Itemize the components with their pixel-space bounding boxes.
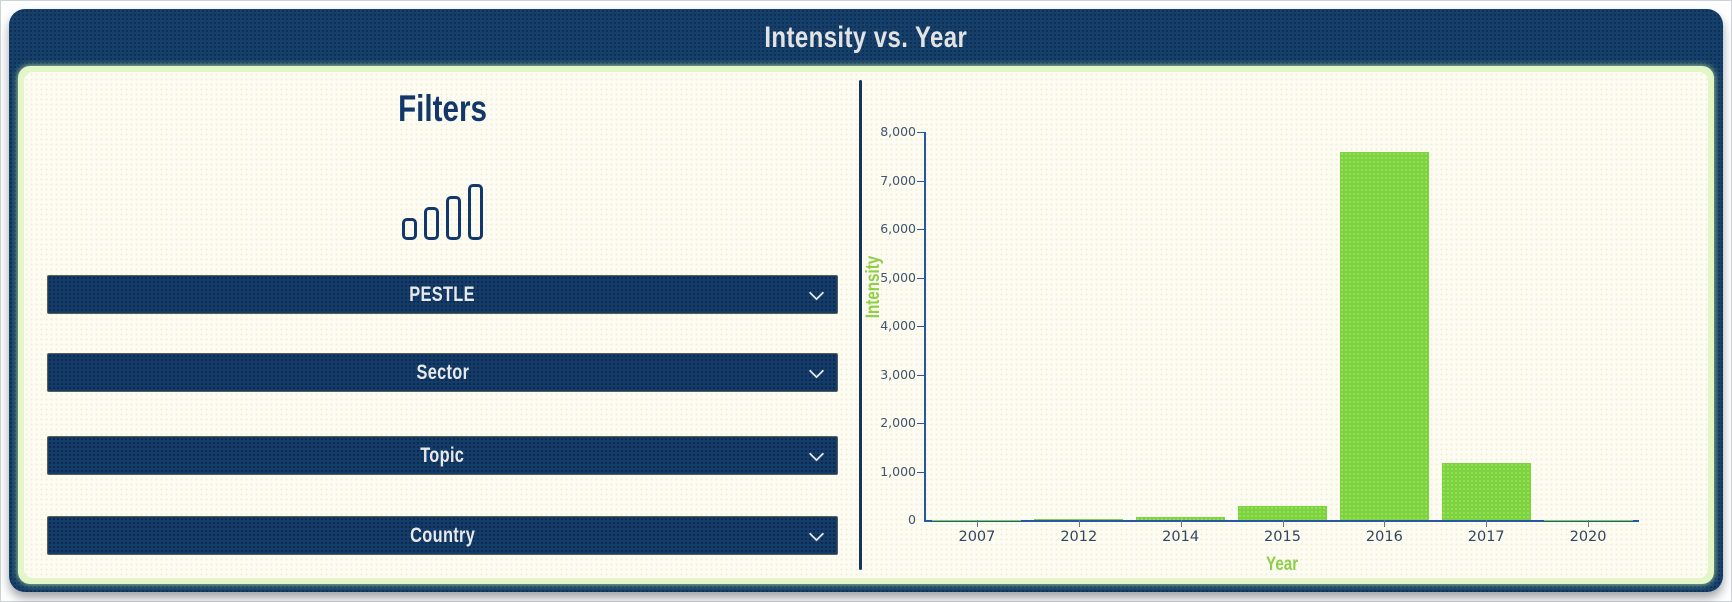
x-tick-mark bbox=[976, 520, 978, 527]
card-header: Intensity vs. Year bbox=[9, 9, 1723, 66]
y-tick-mark bbox=[917, 374, 924, 376]
bar-2016[interactable] bbox=[1339, 151, 1429, 520]
filter-dropdown-country[interactable]: Country bbox=[47, 516, 838, 555]
x-tick-label: 2014 bbox=[1162, 529, 1200, 545]
x-tick-label: 2017 bbox=[1467, 529, 1505, 545]
y-tick-mark bbox=[917, 471, 924, 473]
chart-plot: Intensity Year 0 1,000 2,000 3,000 4,000 5,00… bbox=[863, 124, 1639, 575]
dashboard-card: Intensity vs. Year Filters PESTLE bbox=[9, 9, 1723, 592]
y-tick-mark bbox=[917, 423, 924, 424]
x-tick-label: 2007 bbox=[958, 529, 996, 545]
bar-2017[interactable] bbox=[1441, 463, 1531, 520]
content-panel: Filters PESTLE Sector Topic bbox=[24, 72, 1708, 578]
page-title: Intensity vs. Year bbox=[764, 20, 968, 54]
filter-dropdown-topic-label: Topic bbox=[420, 443, 465, 467]
x-tick-mark bbox=[1282, 520, 1284, 527]
x-tick-mark bbox=[1486, 520, 1488, 527]
x-tick-mark bbox=[1078, 520, 1080, 527]
filters-heading-label: Filters bbox=[398, 88, 487, 129]
filter-dropdown-topic[interactable]: Topic bbox=[47, 436, 838, 475]
y-tick-label: 4,000 bbox=[880, 318, 916, 333]
y-tick-label: 5,000 bbox=[880, 269, 916, 285]
bar-chart-icon bbox=[47, 182, 838, 240]
x-tick-label: 2016 bbox=[1365, 529, 1403, 545]
icon-bar-3 bbox=[446, 196, 461, 240]
chevron-down-icon bbox=[808, 445, 825, 462]
x-tick-label: 2012 bbox=[1060, 529, 1098, 545]
chevron-down-icon bbox=[808, 284, 825, 301]
chevron-down-icon bbox=[808, 362, 825, 379]
bar-2015[interactable] bbox=[1238, 505, 1327, 520]
filter-dropdown-pestle-label: PESTLE bbox=[409, 282, 476, 306]
y-tick-mark bbox=[917, 277, 924, 279]
x-axis-title: Year bbox=[926, 554, 1639, 576]
x-tick-label: 2015 bbox=[1264, 529, 1301, 545]
x-tick-mark bbox=[1384, 520, 1386, 527]
filter-dropdown-pestle[interactable]: PESTLE bbox=[47, 275, 838, 314]
panel-divider bbox=[859, 80, 862, 570]
icon-bar-4 bbox=[468, 184, 483, 240]
x-tick-label: 2020 bbox=[1569, 529, 1607, 545]
x-tick-mark bbox=[1588, 520, 1590, 527]
chevron-down-icon bbox=[808, 525, 825, 542]
icon-bar-1 bbox=[402, 218, 417, 240]
y-tick-label: 7,000 bbox=[880, 172, 916, 188]
y-tick-mark bbox=[917, 132, 924, 133]
y-tick-label: 2,000 bbox=[880, 415, 916, 430]
icon-bar-2 bbox=[424, 207, 439, 240]
content-border: Filters PESTLE Sector Topic bbox=[18, 66, 1714, 584]
filters-panel: Filters PESTLE Sector Topic bbox=[47, 72, 838, 574]
x-tick-mark bbox=[1180, 520, 1182, 527]
filter-dropdown-sector-label: Sector bbox=[416, 360, 469, 384]
y-tick-label: 6,000 bbox=[880, 221, 916, 236]
y-axis-title: Intensity bbox=[863, 255, 884, 319]
y-tick-mark bbox=[917, 326, 924, 327]
filter-dropdown-country-label: Country bbox=[410, 523, 475, 547]
y-tick-mark bbox=[917, 229, 924, 230]
y-tick-label: 1,000 bbox=[880, 463, 916, 479]
filter-dropdown-sector[interactable]: Sector bbox=[47, 353, 838, 392]
y-tick-label: 8,000 bbox=[880, 124, 916, 139]
bar-2014[interactable] bbox=[1136, 517, 1226, 520]
x-axis-title-label: Year bbox=[1266, 554, 1299, 575]
y-tick-label: 0 bbox=[908, 512, 916, 527]
y-tick-mark bbox=[917, 180, 924, 182]
filters-heading: Filters bbox=[47, 88, 838, 130]
y-tick-label: 3,000 bbox=[880, 366, 916, 382]
bar-2012[interactable] bbox=[1034, 519, 1124, 520]
